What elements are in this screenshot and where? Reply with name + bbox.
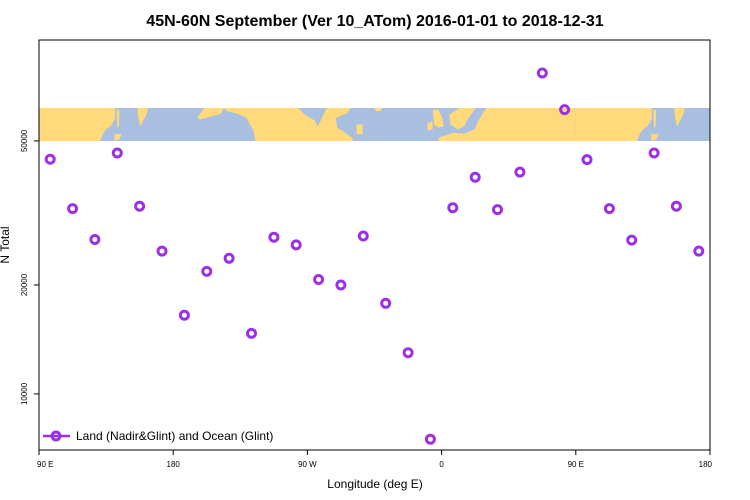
y-tick-label: 10000 <box>20 382 29 405</box>
data-point <box>603 203 615 215</box>
legend-label: Land (Nadir&Glint) and Ocean (Glint) <box>76 429 273 443</box>
land-mass <box>432 109 444 128</box>
world-map-strip <box>39 108 710 141</box>
y-axis-label: N Total <box>0 226 12 263</box>
y-tick-label: 50000 <box>20 129 29 152</box>
land-mass <box>438 108 576 141</box>
ocean-bay <box>298 108 327 127</box>
land-mass <box>197 108 224 120</box>
legend-marker <box>50 430 62 442</box>
x-axis: 90 E 180 90 W 0 90 E 180 <box>37 450 713 469</box>
data-point <box>424 433 436 445</box>
x-tick-label: 90 E <box>37 460 53 469</box>
data-point <box>156 245 168 257</box>
data-point <box>44 153 56 165</box>
data-point <box>67 203 79 215</box>
plot-frame <box>38 39 711 451</box>
land-mass <box>653 109 657 128</box>
legend: Land (Nadir&Glint) and Ocean (Glint) <box>43 429 273 443</box>
data-point <box>357 230 369 242</box>
data-point <box>469 171 481 183</box>
land-mass <box>356 124 363 135</box>
land-mass <box>137 108 148 127</box>
data-point <box>290 239 302 251</box>
x-tick-label: 180 <box>699 460 713 469</box>
land-mass <box>575 108 652 141</box>
data-point <box>581 154 593 166</box>
land-mass <box>114 133 122 141</box>
data-point <box>223 252 235 264</box>
data-point <box>246 327 257 339</box>
land-mass <box>427 121 433 131</box>
land-mass <box>449 108 476 130</box>
data-point <box>492 204 503 216</box>
data-points <box>44 67 705 445</box>
data-point <box>201 265 213 277</box>
land-mass <box>674 108 685 127</box>
data-point <box>670 200 682 212</box>
data-point <box>111 147 123 159</box>
x-tick-label: 180 <box>167 460 181 469</box>
data-point <box>134 200 146 212</box>
y-tick-label: 20000 <box>20 273 29 296</box>
chart-title: 45N-60N September (Ver 10_ATom) 2016-01-… <box>146 13 604 30</box>
y-axis: 10000 20000 50000 <box>20 129 39 405</box>
x-tick-label: 90 W <box>298 460 317 469</box>
data-point <box>447 202 459 214</box>
land-mass <box>374 108 382 112</box>
data-point <box>559 104 571 116</box>
data-point <box>693 245 705 257</box>
data-point <box>335 279 347 291</box>
data-point <box>268 231 280 243</box>
data-point <box>380 297 392 309</box>
data-point <box>514 166 526 178</box>
data-point <box>648 147 660 159</box>
land-mass <box>39 108 115 141</box>
data-point <box>313 274 325 285</box>
data-point <box>89 234 101 245</box>
land-mass <box>116 109 120 128</box>
data-point <box>536 67 548 79</box>
land-mass <box>651 133 659 141</box>
x-tick-label: 0 <box>439 460 444 469</box>
data-point <box>626 234 638 246</box>
x-axis-label: Longitude (deg E) <box>327 477 422 491</box>
data-point <box>178 309 190 321</box>
data-point <box>402 347 414 359</box>
x-tick-label: 90 E <box>568 460 584 469</box>
